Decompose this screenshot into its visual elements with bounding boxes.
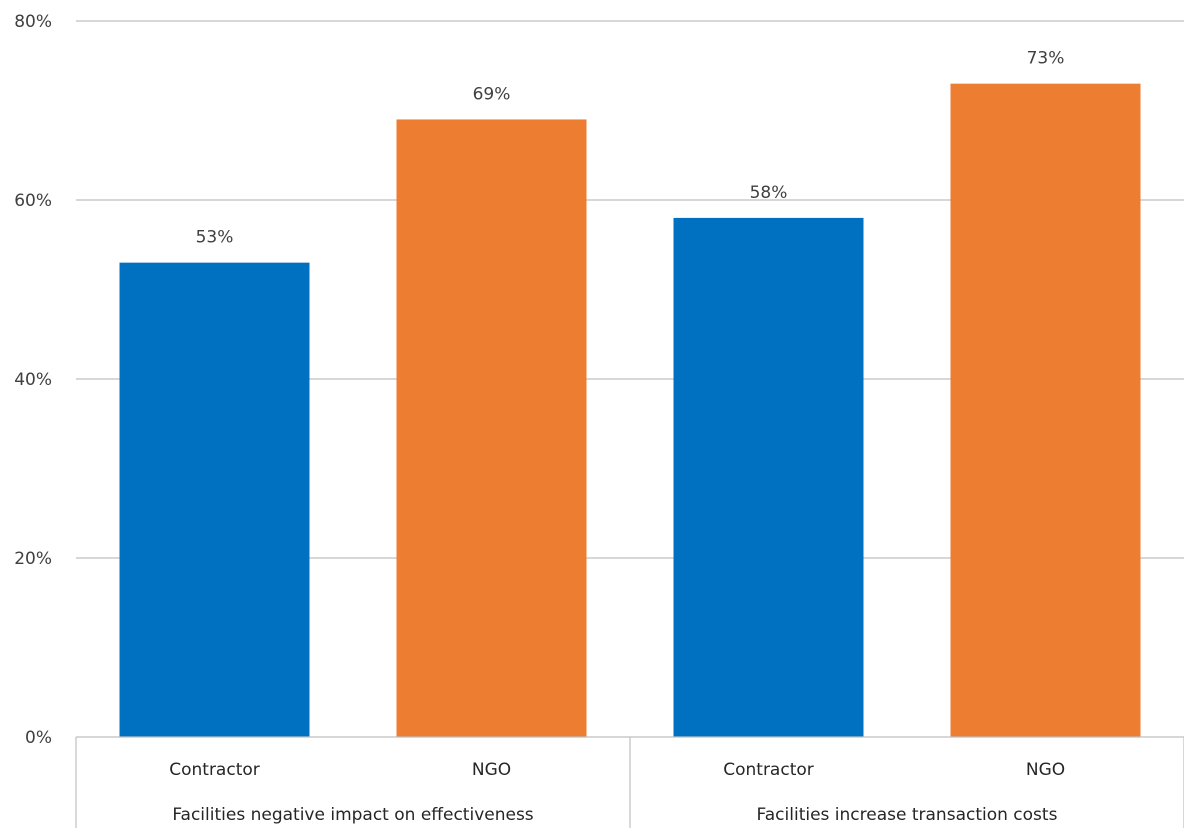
group-label: Facilities increase transaction costs (757, 805, 1058, 825)
bar-ngo-transaction-costs (950, 83, 1141, 737)
category-labels: Contractor NGO Contractor NGO (169, 760, 1065, 780)
y-tick-label: 80% (14, 12, 52, 32)
y-tick-label: 0% (25, 728, 52, 748)
category-label: NGO (1026, 760, 1065, 780)
bars (119, 83, 1141, 737)
category-label: NGO (472, 760, 511, 780)
data-label: 53% (196, 228, 234, 248)
category-label: Contractor (169, 760, 260, 780)
data-label: 73% (1027, 49, 1065, 69)
group-labels: Facilities negative impact on effectiven… (172, 805, 1057, 825)
bar-contractor-transaction-costs (673, 217, 864, 737)
y-tick-label: 60% (14, 191, 52, 211)
bar-ngo-effectiveness (396, 119, 587, 737)
data-label: 58% (750, 183, 788, 203)
bar-contractor-effectiveness (119, 262, 310, 737)
group-label: Facilities negative impact on effectiven… (172, 805, 533, 825)
y-tick-label: 20% (14, 549, 52, 569)
y-tick-label: 40% (14, 370, 52, 390)
data-label: 69% (473, 84, 511, 104)
data-labels: 53% 69% 58% 73% (196, 49, 1065, 248)
y-axis-tick-labels: 0% 20% 40% 60% 80% (14, 12, 52, 748)
x-axis (75, 736, 1184, 828)
category-label: Contractor (723, 760, 814, 780)
